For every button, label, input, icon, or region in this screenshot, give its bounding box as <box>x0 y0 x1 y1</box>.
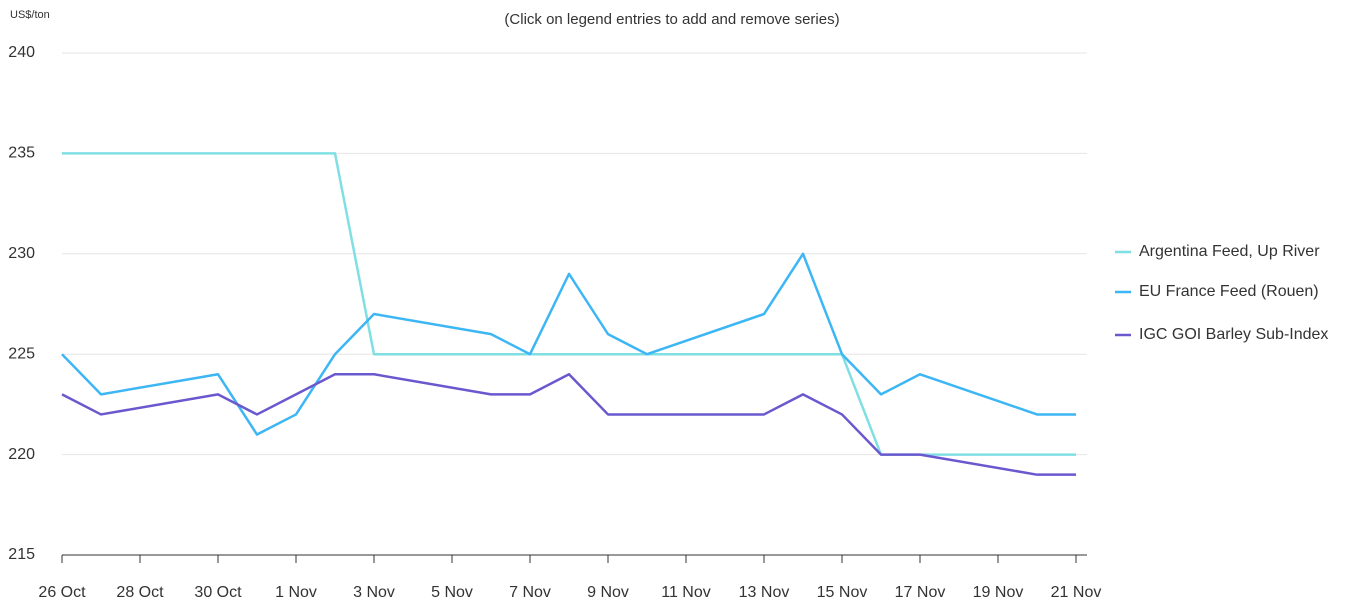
legend-label: Argentina Feed, Up River <box>1139 243 1320 260</box>
x-tick-label: 13 Nov <box>739 584 790 601</box>
legend-item[interactable]: IGC GOI Barley Sub-Index <box>1115 326 1328 343</box>
x-tick-label: 21 Nov <box>1051 584 1102 601</box>
x-tick-label: 11 Nov <box>661 584 711 601</box>
y-axis-label: US$/ton <box>10 9 50 21</box>
x-tick-label: 7 Nov <box>509 584 551 601</box>
x-tick-label: 17 Nov <box>895 584 946 601</box>
y-tick-label: 230 <box>8 245 35 262</box>
legend-label: IGC GOI Barley Sub-Index <box>1139 326 1328 343</box>
x-tick-label: 19 Nov <box>973 584 1024 601</box>
legend-item[interactable]: EU France Feed (Rouen) <box>1115 283 1319 300</box>
legend-label: EU France Feed (Rouen) <box>1139 283 1319 300</box>
x-tick-label: 1 Nov <box>275 584 317 601</box>
series-line <box>62 152 1076 456</box>
series-line <box>61 252 1076 436</box>
y-tick-label: 235 <box>8 145 35 162</box>
series-line <box>61 373 1076 476</box>
x-tick-label: 3 Nov <box>353 584 395 601</box>
y-tick-label: 225 <box>8 345 35 362</box>
x-tick-label: 28 Oct <box>116 584 164 601</box>
y-tick-label: 240 <box>8 44 35 61</box>
legend-item[interactable]: Argentina Feed, Up River <box>1115 243 1320 260</box>
y-tick-label: 215 <box>8 546 35 563</box>
x-tick-label: 15 Nov <box>817 584 868 601</box>
x-tick-label: 30 Oct <box>194 584 242 601</box>
y-tick-label: 220 <box>8 446 35 463</box>
chart-subtitle: (Click on legend entries to add and remo… <box>504 11 839 28</box>
x-tick-label: 9 Nov <box>587 584 629 601</box>
x-tick-label: 26 Oct <box>38 584 86 601</box>
x-tick-label: 5 Nov <box>431 584 473 601</box>
